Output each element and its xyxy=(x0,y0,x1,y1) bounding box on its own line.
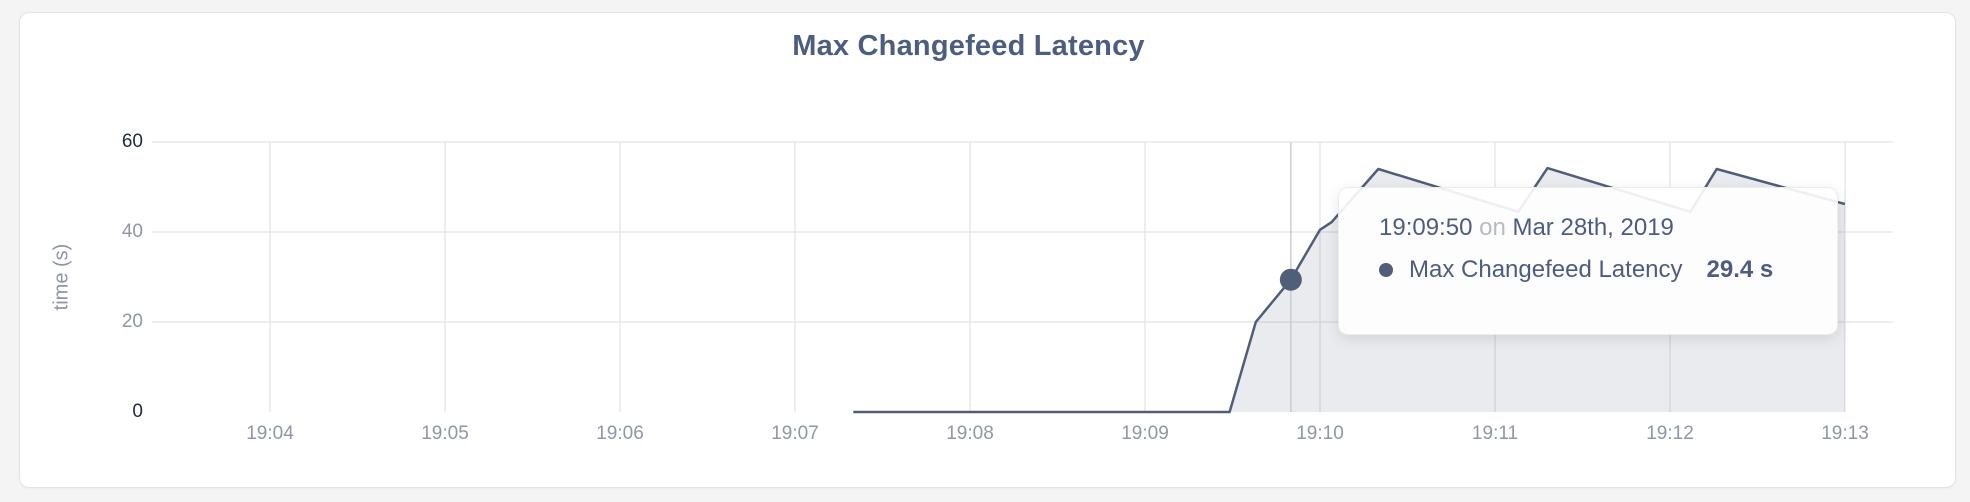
y-axis-label: time (s) xyxy=(50,243,73,311)
x-tick-label: 19:11 xyxy=(1471,423,1519,444)
y-tick-label: 0 xyxy=(132,401,143,422)
x-tick-label: 19:04 xyxy=(246,423,294,444)
y-tick-label: 20 xyxy=(121,311,143,332)
chart-tooltip: 19:09:50 on Mar 28th, 2019 Max Changefee… xyxy=(1338,187,1838,335)
series-bullet-icon xyxy=(1379,263,1393,277)
x-tick-label: 19:10 xyxy=(1296,423,1344,444)
x-tick-label: 19:05 xyxy=(421,423,469,444)
tooltip-conjunction: on xyxy=(1479,214,1506,241)
x-tick-label: 19:13 xyxy=(1821,423,1869,444)
tooltip-timestamp: 19:09:50 on Mar 28th, 2019 xyxy=(1379,214,1807,242)
y-tick-label: 60 xyxy=(121,131,143,152)
tooltip-date: Mar 28th, 2019 xyxy=(1512,214,1674,241)
x-tick-label: 19:08 xyxy=(946,423,994,444)
tooltip-time: 19:09:50 xyxy=(1379,214,1473,241)
hover-point-dot xyxy=(1279,268,1302,291)
tooltip-series-row: Max Changefeed Latency 29.4 s xyxy=(1379,256,1807,284)
x-tick-label: 19:07 xyxy=(771,423,819,444)
tooltip-value: 29.4 s xyxy=(1706,256,1774,283)
x-tick-label: 19:06 xyxy=(596,423,644,444)
x-tick-label: 19:09 xyxy=(1121,423,1169,444)
chart-title: Max Changefeed Latency xyxy=(792,30,1145,62)
tooltip-series-label: Max Changefeed Latency xyxy=(1409,256,1683,283)
x-tick-label: 19:12 xyxy=(1646,423,1694,444)
y-tick-label: 40 xyxy=(121,221,143,242)
